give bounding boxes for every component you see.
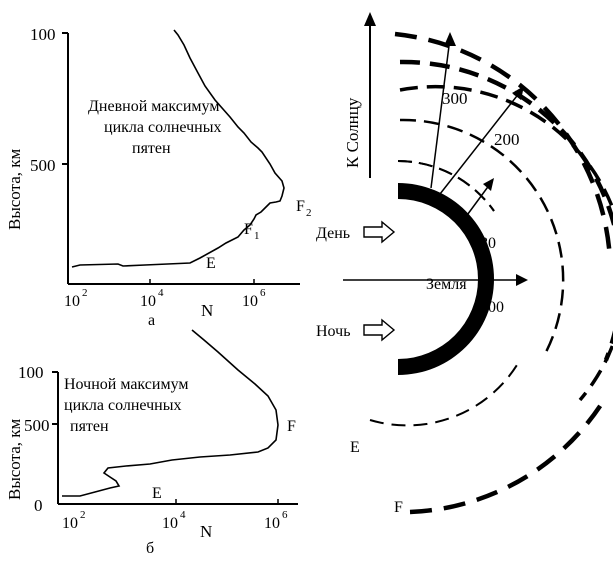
night-arrow [363, 318, 396, 342]
panel-a-xtick-label-1e4: 10 4 [140, 287, 164, 310]
day-label: День [316, 225, 350, 242]
panel-b-layer-f: F [287, 418, 296, 435]
panel-a-annotation-line-1: Дневной максимум [88, 98, 219, 115]
day-arrow [363, 220, 396, 244]
panel-a-xlabel: N [201, 301, 213, 320]
panel-a-xtick-label-1e6: 10 6 [242, 287, 266, 310]
svg-text:10: 10 [64, 293, 80, 310]
svg-text:6: 6 [282, 509, 288, 521]
panel-a-ylabel: Высота, км [5, 148, 24, 230]
night-label: Ночь [316, 323, 350, 340]
panel-b-ytick-label-0: 0 [34, 496, 43, 515]
svg-text:10: 10 [140, 293, 156, 310]
panel-b-label: б [146, 540, 154, 557]
shell-300 [399, 84, 613, 402]
svg-text:4: 4 [158, 287, 164, 299]
sun-label: К Солнцу [343, 97, 362, 168]
arrow-80-line [461, 183, 491, 223]
layer-f-label: F [394, 499, 403, 516]
panel-a-ytick-label-500: 500 [30, 156, 56, 175]
earth-halfring [398, 183, 494, 375]
panel-b-annotation-line-2: цикла солнечных [64, 397, 181, 414]
altitude-label-80: 80 [480, 235, 496, 252]
shell-80 [397, 160, 495, 212]
panel-b-ytick-label-500: 500 [24, 416, 50, 435]
shell-top [394, 31, 613, 261]
arrow-300-line [430, 37, 451, 189]
svg-text:1: 1 [254, 230, 260, 242]
svg-text:10: 10 [242, 293, 258, 310]
panel-b-profile-curve [62, 329, 279, 497]
panel-b-annotation-line-1: Ночной максимум [64, 376, 189, 393]
panel-b: 100 500 0 Высота, км 10 2 10 4 10 6 N б … [5, 329, 298, 557]
panel-b-xtick-label-1e6: 10 6 [264, 509, 288, 532]
svg-text:10: 10 [264, 515, 280, 532]
shell-night-f [409, 398, 606, 515]
shell-outer [399, 59, 613, 361]
panel-a-label: а [148, 312, 155, 329]
panel-a-profile-curve [71, 29, 285, 268]
panel-a-annotation-line-2: цикла солнечных [104, 119, 221, 136]
shell-night-e [369, 359, 521, 427]
panel-a-ytick-label-100: 100 [30, 25, 56, 44]
panel-b-xlabel: N [200, 522, 212, 541]
svg-text:F: F [296, 198, 305, 215]
shell-200 [399, 118, 565, 355]
panel-b-ytick-label-100: 100 [18, 363, 44, 382]
arrow-100-head [516, 274, 528, 286]
svg-text:2: 2 [306, 207, 312, 219]
panel-b-xtick-label-1e4: 10 4 [162, 509, 186, 532]
panel-b-layer-e: E [152, 485, 162, 502]
panel-b-annotation-line-3: пятен [70, 418, 109, 435]
panel-a: 100 500 Высота, км 10 2 10 4 10 6 N а E … [5, 25, 312, 329]
sun-axis-arrowhead [364, 12, 376, 26]
altitude-label-100: 100 [480, 299, 504, 316]
altitude-label-300: 300 [442, 89, 468, 108]
panel-b-ylabel: Высота, км [5, 418, 24, 500]
svg-text:2: 2 [80, 509, 86, 521]
panel-a-layer-f2: F 2 [296, 198, 312, 219]
earth-label: Земля [426, 276, 467, 293]
svg-text:4: 4 [180, 509, 186, 521]
layer-e-label: E [350, 439, 360, 456]
svg-text:6: 6 [260, 287, 266, 299]
svg-text:F: F [244, 221, 253, 238]
right-diagram: Земля 300 200 80 100 К Солнцу День Ночь [316, 12, 613, 516]
panel-b-xtick-label-1e2: 10 2 [62, 509, 86, 532]
svg-text:10: 10 [162, 515, 178, 532]
arrow-200-line [439, 91, 521, 195]
panel-a-annotation-line-3: пятен [132, 140, 171, 157]
panel-a-layer-f1: F 1 [244, 221, 260, 242]
panel-a-xtick-label-1e2: 10 2 [64, 287, 88, 310]
arrow-80-head [483, 178, 494, 191]
svg-text:10: 10 [62, 515, 78, 532]
panel-a-layer-e: E [206, 255, 216, 272]
arrow-300-head [444, 32, 456, 46]
svg-text:2: 2 [82, 287, 88, 299]
altitude-label-200: 200 [494, 130, 520, 149]
arrow-200-head [512, 86, 524, 100]
